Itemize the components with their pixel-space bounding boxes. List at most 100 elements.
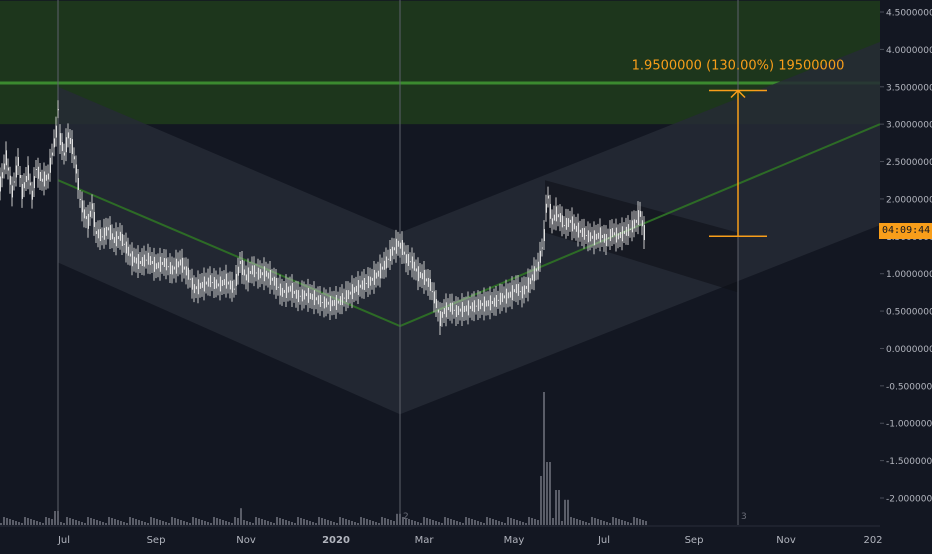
volume-bar: [564, 499, 566, 525]
volume-bar: [399, 513, 401, 525]
candle-body: [285, 283, 287, 298]
candle-body: [367, 276, 369, 289]
candle-body: [613, 232, 615, 236]
volume-bar: [132, 518, 134, 525]
volume-bar: [486, 517, 488, 525]
candle-body: [155, 263, 157, 270]
volume-bar: [222, 520, 224, 525]
volume-bar: [78, 521, 80, 525]
volume-bar: [396, 513, 398, 525]
candle-body: [341, 293, 343, 306]
candle-body: [599, 227, 601, 243]
volume-bar: [588, 523, 590, 525]
volume-bar: [540, 476, 542, 525]
candle-body: [71, 139, 73, 155]
x-axis[interactable]: Jul Sep Nov 2020 Mar May Jul Sep Nov 202: [0, 525, 883, 546]
candle-body: [149, 256, 151, 266]
volume-bar: [489, 518, 491, 525]
candle-body: [189, 278, 191, 280]
volume-bar: [360, 517, 362, 525]
volume-bar: [606, 522, 608, 525]
volume-bar: [342, 518, 344, 525]
candle-body: [389, 249, 391, 261]
volume-bar: [408, 519, 410, 525]
candle-body: [279, 283, 281, 296]
volume-bar: [6, 518, 8, 525]
candle-body: [449, 302, 451, 312]
volume-bar: [582, 521, 584, 525]
candle-body: [469, 305, 471, 309]
volume-bar: [237, 518, 239, 525]
candle-body: [157, 262, 159, 269]
volume-bar: [366, 519, 368, 525]
volume-bar: [495, 520, 497, 525]
candle-body: [369, 276, 371, 286]
candle-body: [485, 300, 487, 307]
candle-body: [569, 219, 571, 223]
candle-body: [67, 132, 69, 139]
candle-body: [567, 218, 569, 228]
candle-body: [359, 284, 361, 288]
candle-body: [573, 223, 575, 230]
vertical-marker-label: 2: [403, 512, 409, 522]
candle-body: [187, 267, 189, 280]
volume-bar: [87, 517, 89, 525]
candle-body: [443, 308, 445, 315]
candle-body: [255, 272, 257, 274]
candle-body: [619, 232, 621, 239]
volume-bar: [378, 523, 380, 525]
candle-body: [403, 251, 405, 255]
volume-bar: [66, 517, 68, 525]
candle-body: [3, 163, 5, 170]
candle-body: [49, 157, 51, 173]
candle-body: [637, 210, 639, 226]
candle-body: [603, 233, 605, 243]
candle-body: [87, 213, 89, 229]
y-axis[interactable]: 4.5000000 4.0000000 3.5000000 3.0000000 2.50…: [880, 0, 932, 550]
candle-body: [321, 302, 323, 304]
volume-bar: [24, 517, 26, 525]
volume-group: [0, 392, 647, 525]
volume-bar: [294, 523, 296, 525]
candle-body: [215, 279, 217, 289]
volume-bar: [405, 518, 407, 525]
measure-tool-group[interactable]: 1.9500000 (130.00%) 19500000: [632, 59, 845, 238]
candle-body: [421, 273, 423, 280]
volume-bar: [630, 523, 632, 525]
volume-bar: [279, 518, 281, 525]
candle-body: [513, 289, 515, 293]
candle-body: [141, 257, 143, 267]
volume-bar: [510, 518, 512, 525]
candle-body: [559, 213, 561, 223]
candle-body: [95, 231, 97, 235]
candle-body: [55, 125, 57, 138]
candle-body: [397, 240, 399, 247]
volume-bar: [459, 522, 461, 525]
y-tick-label: -1.0000000: [886, 420, 932, 430]
candle-body: [267, 272, 269, 279]
candle-body: [473, 300, 475, 313]
candle-body: [315, 297, 317, 301]
volume-bar: [264, 520, 266, 525]
volume-bar: [576, 519, 578, 525]
candle-body: [621, 226, 623, 242]
candle-body: [519, 291, 521, 293]
candle-body: [425, 278, 427, 282]
candle-body: [375, 272, 377, 279]
candle-body: [83, 209, 85, 219]
candle-body: [209, 275, 211, 288]
candle-body: [577, 222, 579, 238]
candle-body: [15, 165, 17, 178]
volume-bar: [42, 523, 44, 525]
candle-body: [409, 261, 411, 263]
volume-bar: [36, 521, 38, 525]
volume-bar: [0, 523, 2, 525]
candle-body: [245, 274, 247, 281]
volume-bar: [432, 520, 434, 525]
candle-body: [63, 152, 65, 156]
candle-body: [291, 283, 293, 298]
volume-bar: [636, 518, 638, 525]
volume-bar: [573, 518, 575, 525]
